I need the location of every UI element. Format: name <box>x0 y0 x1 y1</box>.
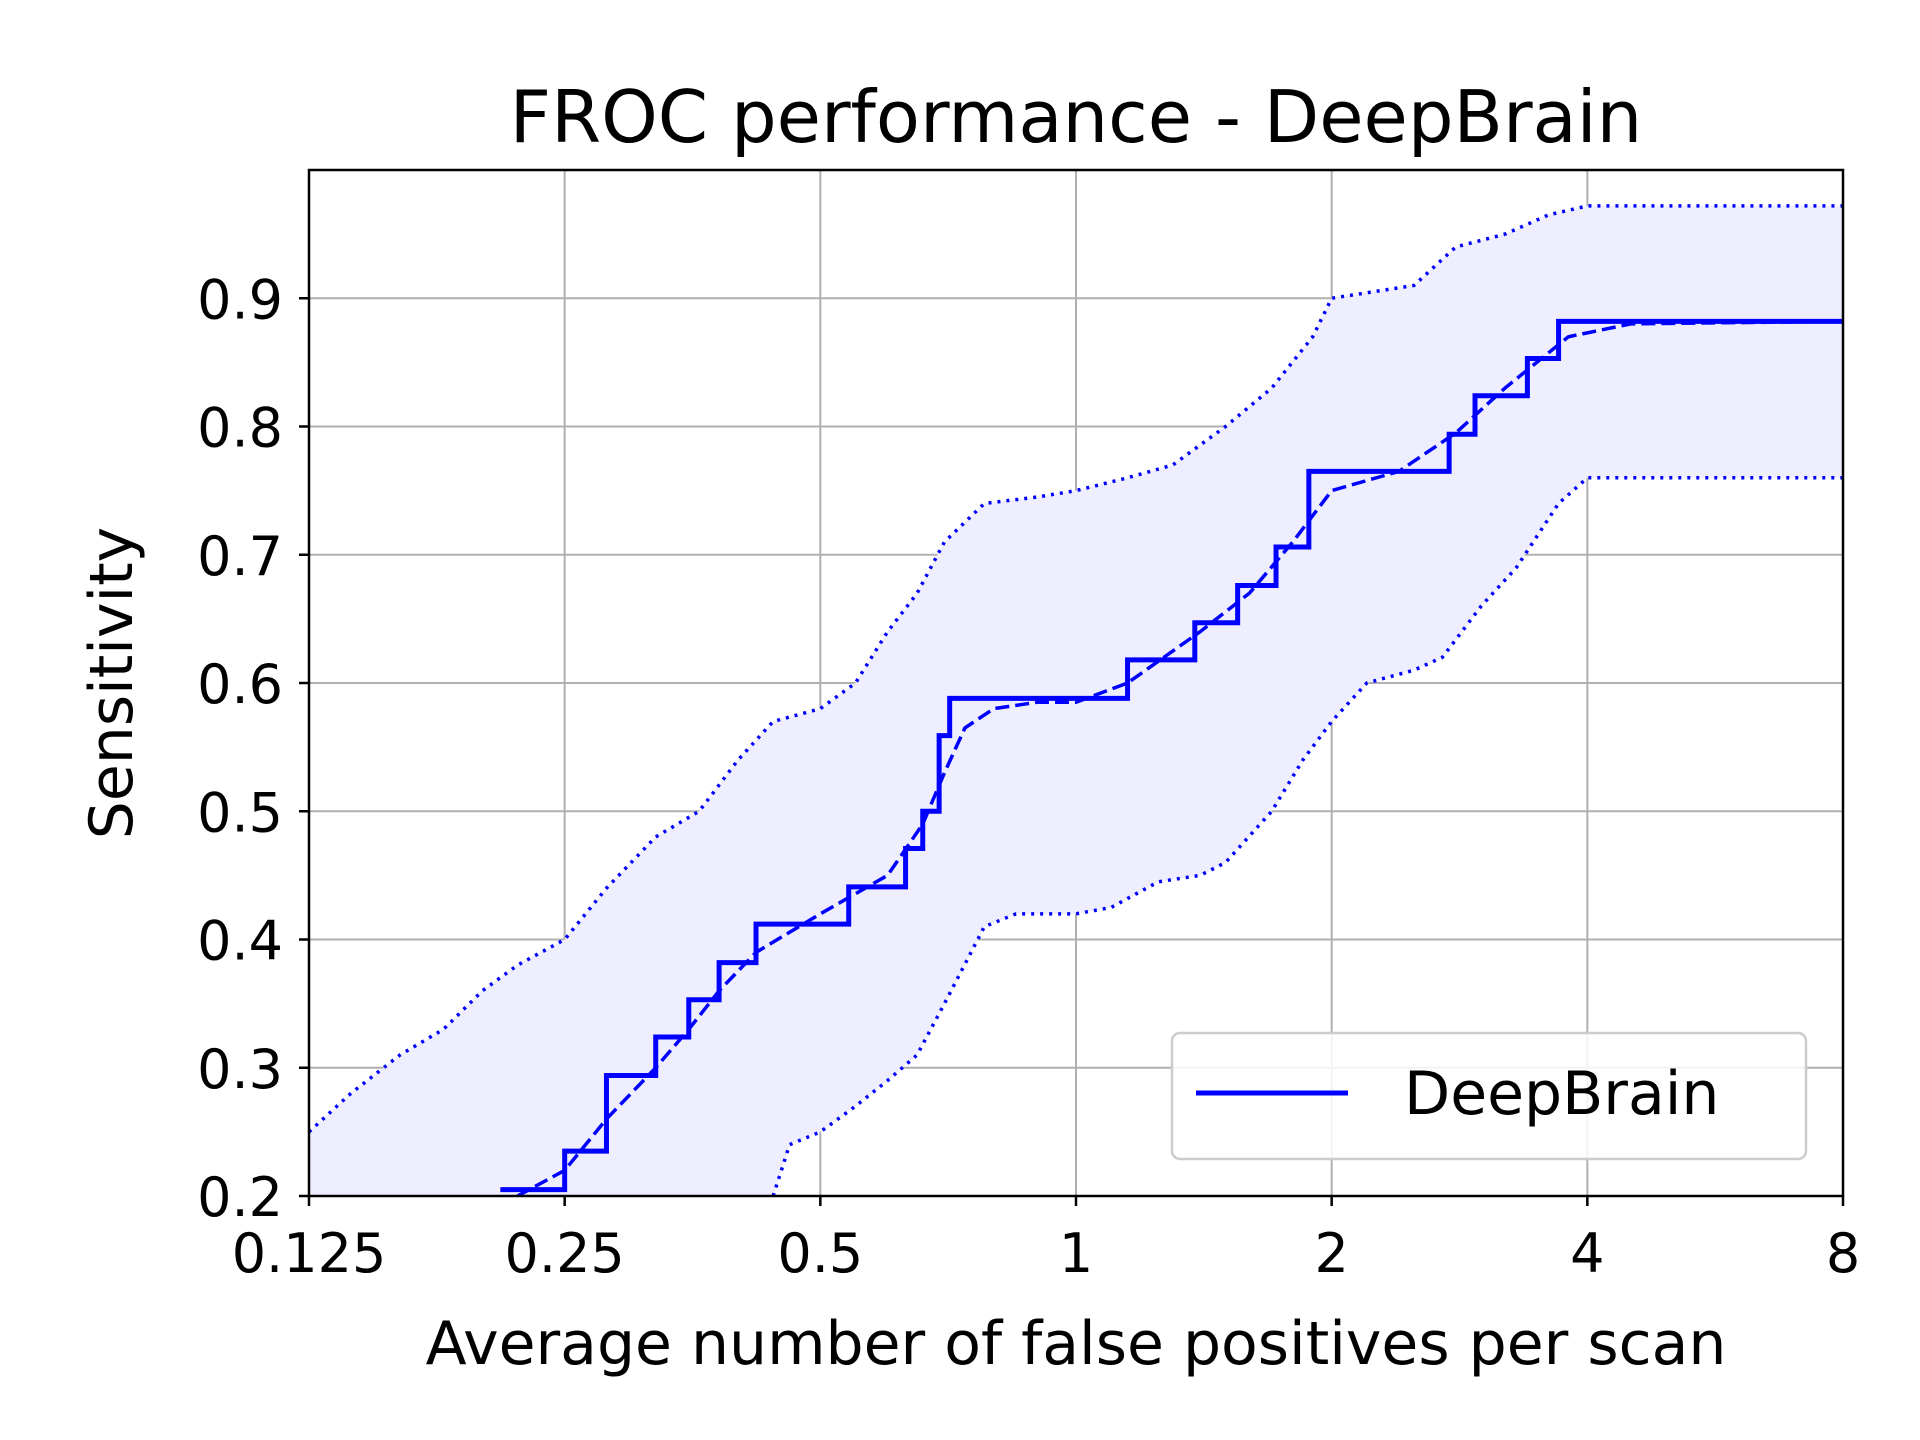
x-tick-label: 4 <box>1570 1222 1604 1285</box>
x-tick-label: 1 <box>1059 1222 1093 1285</box>
legend-label: DeepBrain <box>1404 1059 1719 1129</box>
y-tick-label: 0.3 <box>197 1038 283 1101</box>
y-tick-label: 0.4 <box>197 910 283 973</box>
x-tick-label: 0.25 <box>505 1222 625 1285</box>
x-tick-label: 0.125 <box>232 1222 387 1285</box>
y-axis-ticks: 0.2 0.3 0.4 0.5 0.6 0.7 0.8 0.9 <box>197 268 309 1229</box>
y-tick-label: 0.6 <box>197 653 283 716</box>
x-tick-label: 8 <box>1826 1222 1860 1285</box>
x-tick-label: 2 <box>1314 1222 1348 1285</box>
data-series <box>309 204 1843 1196</box>
x-axis-label: Average number of false positives per sc… <box>426 1309 1727 1379</box>
y-tick-label: 0.8 <box>197 397 283 460</box>
y-tick-label: 0.2 <box>197 1166 283 1229</box>
x-axis-ticks: 0.125 0.25 0.5 1 2 4 8 <box>232 1196 1860 1285</box>
y-axis-label: Sensitivity <box>77 527 147 839</box>
y-tick-label: 0.7 <box>197 525 283 588</box>
y-tick-label: 0.9 <box>197 268 283 331</box>
x-tick-label: 0.5 <box>777 1222 863 1285</box>
series-line-upper-bound <box>309 204 1843 1134</box>
chart-title: FROC performance - DeepBrain <box>510 75 1643 159</box>
legend-box <box>1170 1031 1808 1161</box>
y-tick-label: 0.5 <box>197 781 283 844</box>
legend: DeepBrain <box>1170 1031 1808 1161</box>
series-line-mean <box>516 319 1843 1196</box>
series-line-lower-bound <box>771 476 1843 1196</box>
